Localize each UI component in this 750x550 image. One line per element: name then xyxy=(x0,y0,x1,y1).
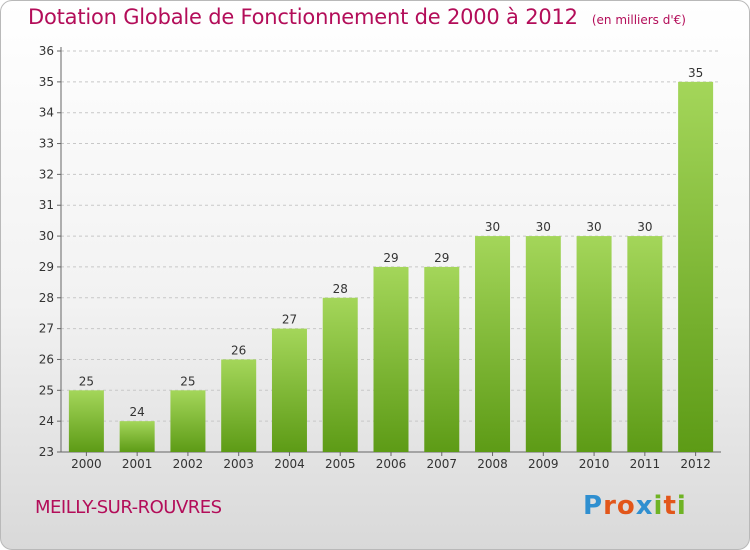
chart-subtitle: (en milliers d'€) xyxy=(591,13,686,27)
bar xyxy=(424,266,460,452)
chart-title-text: Dotation Globale de Fonctionnement de 20… xyxy=(28,5,578,29)
bar xyxy=(525,236,561,452)
y-tick-label: 32 xyxy=(39,167,54,181)
proxiti-logo[interactable]: Proxiti xyxy=(583,491,687,521)
data-label: 29 xyxy=(383,251,398,265)
bar xyxy=(119,421,155,452)
y-tick-label: 28 xyxy=(39,291,54,305)
commune-name: MEILLY-SUR-ROUVRES xyxy=(35,497,222,518)
y-tick-label: 31 xyxy=(39,198,54,212)
data-label: 30 xyxy=(637,220,652,234)
logo-letter: x xyxy=(635,491,654,521)
logo-letter: i xyxy=(653,491,664,521)
x-tick-label: 2012 xyxy=(680,457,711,471)
logo-letter: P xyxy=(583,491,604,521)
bar xyxy=(475,236,511,452)
y-tick-label: 27 xyxy=(39,322,54,336)
data-label: 25 xyxy=(180,374,195,388)
y-tick-label: 25 xyxy=(39,383,54,397)
bar xyxy=(576,236,612,452)
logo-letter: i xyxy=(676,491,687,521)
data-labels: 25 24 25 26 27 28 29 29 30 30 30 30 35 xyxy=(79,66,704,419)
x-tick-label: 2007 xyxy=(426,457,457,471)
data-label: 30 xyxy=(586,220,601,234)
x-tick-label: 2009 xyxy=(528,457,559,471)
logo-letter: r xyxy=(603,491,617,521)
data-label: 24 xyxy=(130,405,145,419)
data-label: 30 xyxy=(485,220,500,234)
x-tick-label: 2010 xyxy=(579,457,610,471)
data-label: 29 xyxy=(434,251,449,265)
bars xyxy=(68,81,714,452)
y-tick-label: 29 xyxy=(39,260,54,274)
y-tick-labels: 23 24 25 26 27 28 29 30 31 32 33 34 35 36 xyxy=(39,44,54,459)
data-label: 28 xyxy=(333,282,348,296)
logo-letter: t xyxy=(663,491,677,521)
bar xyxy=(68,390,104,452)
bar xyxy=(373,266,409,452)
y-tick-label: 23 xyxy=(39,445,54,459)
bar xyxy=(271,328,307,452)
x-tick-label: 2000 xyxy=(71,457,102,471)
y-tick-label: 33 xyxy=(39,137,54,151)
x-tick-label: 2008 xyxy=(477,457,508,471)
bar xyxy=(170,390,206,452)
x-tick-label: 2004 xyxy=(274,457,305,471)
x-tick-label: 2002 xyxy=(173,457,204,471)
bar xyxy=(678,81,714,452)
x-tick-label: 2006 xyxy=(376,457,407,471)
logo-letter: o xyxy=(616,491,636,521)
bar xyxy=(322,297,358,452)
x-tick-labels: 2000 2001 2002 2003 2004 2005 2006 2007 2008 2009… xyxy=(71,452,711,471)
x-tick-label: 2003 xyxy=(223,457,254,471)
x-tick-label: 2011 xyxy=(630,457,661,471)
y-tick-label: 35 xyxy=(39,75,54,89)
data-label: 26 xyxy=(231,343,246,357)
data-label: 30 xyxy=(536,220,551,234)
x-tick-label: 2001 xyxy=(122,457,153,471)
chart-title: Dotation Globale de Fonctionnement de 20… xyxy=(28,5,686,29)
y-tick-label: 36 xyxy=(39,44,54,58)
y-tick-label: 26 xyxy=(39,352,54,366)
y-tick-label: 30 xyxy=(39,229,54,243)
data-label: 35 xyxy=(688,66,703,80)
bar xyxy=(627,236,663,452)
bar xyxy=(221,359,257,452)
y-tick-label: 24 xyxy=(39,414,54,428)
data-label: 25 xyxy=(79,374,94,388)
y-tick-label: 34 xyxy=(39,106,54,120)
data-label: 27 xyxy=(282,313,297,327)
x-tick-label: 2005 xyxy=(325,457,356,471)
